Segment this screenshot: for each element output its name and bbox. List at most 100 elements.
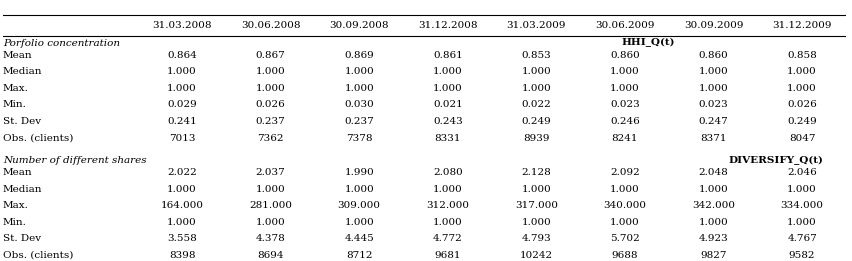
Text: 1.000: 1.000 <box>521 185 551 194</box>
Text: 30.06.2008: 30.06.2008 <box>241 21 301 30</box>
Text: 281.000: 281.000 <box>249 201 292 210</box>
Text: 2.046: 2.046 <box>787 168 817 177</box>
Text: 1.000: 1.000 <box>256 218 285 227</box>
Text: 1.000: 1.000 <box>344 84 374 93</box>
Text: 31.12.2009: 31.12.2009 <box>772 21 832 30</box>
Text: DIVERSIFY_Q(t): DIVERSIFY_Q(t) <box>728 156 824 165</box>
Text: 1.000: 1.000 <box>521 218 551 227</box>
Text: 1.000: 1.000 <box>521 84 551 93</box>
Text: 0.869: 0.869 <box>344 51 374 60</box>
Text: Porfolio concentration: Porfolio concentration <box>3 39 123 48</box>
Text: 5.702: 5.702 <box>610 234 640 243</box>
Text: Max.: Max. <box>3 84 29 93</box>
Text: 1.000: 1.000 <box>256 84 285 93</box>
Text: Median: Median <box>3 185 43 194</box>
Text: 8694: 8694 <box>257 251 284 260</box>
Text: 9827: 9827 <box>700 251 727 260</box>
Text: 8398: 8398 <box>169 251 195 260</box>
Text: 1.000: 1.000 <box>344 185 374 194</box>
Text: 8047: 8047 <box>789 134 815 143</box>
Text: 2.037: 2.037 <box>256 168 285 177</box>
Text: 312.000: 312.000 <box>426 201 469 210</box>
Text: 1.000: 1.000 <box>256 67 285 76</box>
Text: 8241: 8241 <box>612 134 638 143</box>
Text: 0.247: 0.247 <box>699 117 728 126</box>
Text: Max.: Max. <box>3 201 29 210</box>
Text: 1.000: 1.000 <box>521 67 551 76</box>
Text: 309.000: 309.000 <box>337 201 381 210</box>
Text: 0.026: 0.026 <box>787 100 817 110</box>
Text: 9582: 9582 <box>789 251 815 260</box>
Text: St. Dev: St. Dev <box>3 234 41 243</box>
Text: Mean: Mean <box>3 51 32 60</box>
Text: 0.029: 0.029 <box>167 100 197 110</box>
Text: 2.092: 2.092 <box>610 168 640 177</box>
Text: 0.243: 0.243 <box>433 117 463 126</box>
Text: 2.022: 2.022 <box>167 168 197 177</box>
Text: 1.000: 1.000 <box>699 185 728 194</box>
Text: 1.000: 1.000 <box>433 185 463 194</box>
Text: 0.022: 0.022 <box>521 100 551 110</box>
Text: 4.793: 4.793 <box>521 234 551 243</box>
Text: 1.000: 1.000 <box>433 218 463 227</box>
Text: 7362: 7362 <box>257 134 284 143</box>
Text: Number of different shares: Number of different shares <box>3 156 150 165</box>
Text: 2.048: 2.048 <box>699 168 728 177</box>
Text: 0.858: 0.858 <box>787 51 817 60</box>
Text: 9681: 9681 <box>435 251 461 260</box>
Text: 0.860: 0.860 <box>699 51 728 60</box>
Text: 1.000: 1.000 <box>787 218 817 227</box>
Text: Obs. (clients): Obs. (clients) <box>3 134 73 143</box>
Text: 0.249: 0.249 <box>787 117 817 126</box>
Text: 0.241: 0.241 <box>167 117 197 126</box>
Text: 10242: 10242 <box>520 251 553 260</box>
Text: 0.023: 0.023 <box>699 100 728 110</box>
Text: 0.026: 0.026 <box>256 100 285 110</box>
Text: 0.246: 0.246 <box>610 117 640 126</box>
Text: 0.861: 0.861 <box>433 51 463 60</box>
Text: 30.06.2009: 30.06.2009 <box>596 21 654 30</box>
Text: Mean: Mean <box>3 168 32 177</box>
Text: 3.558: 3.558 <box>167 234 197 243</box>
Text: 4.445: 4.445 <box>344 234 374 243</box>
Text: 31.03.2008: 31.03.2008 <box>153 21 212 30</box>
Text: 334.000: 334.000 <box>780 201 824 210</box>
Text: 0.853: 0.853 <box>521 51 551 60</box>
Text: HHI_Q(t): HHI_Q(t) <box>621 38 675 48</box>
Text: Min.: Min. <box>3 218 26 227</box>
Text: 1.000: 1.000 <box>167 84 197 93</box>
Text: 1.000: 1.000 <box>167 67 197 76</box>
Text: 31.03.2009: 31.03.2009 <box>507 21 566 30</box>
Text: 1.000: 1.000 <box>344 67 374 76</box>
Text: 4.767: 4.767 <box>787 234 817 243</box>
Text: 1.000: 1.000 <box>787 84 817 93</box>
Text: 1.000: 1.000 <box>699 84 728 93</box>
Text: 1.990: 1.990 <box>344 168 374 177</box>
Text: 9688: 9688 <box>612 251 638 260</box>
Text: 0.023: 0.023 <box>610 100 640 110</box>
Text: 0.864: 0.864 <box>167 51 197 60</box>
Text: 1.000: 1.000 <box>699 67 728 76</box>
Text: 7378: 7378 <box>346 134 372 143</box>
Text: 4.923: 4.923 <box>699 234 728 243</box>
Text: 1.000: 1.000 <box>787 67 817 76</box>
Text: 1.000: 1.000 <box>344 218 374 227</box>
Text: 30.09.2008: 30.09.2008 <box>330 21 389 30</box>
Text: 1.000: 1.000 <box>610 84 640 93</box>
Text: 1.000: 1.000 <box>610 67 640 76</box>
Text: Min.: Min. <box>3 100 26 110</box>
Text: 1.000: 1.000 <box>167 218 197 227</box>
Text: 1.000: 1.000 <box>610 218 640 227</box>
Text: 30.09.2009: 30.09.2009 <box>684 21 743 30</box>
Text: Median: Median <box>3 67 43 76</box>
Text: 1.000: 1.000 <box>699 218 728 227</box>
Text: 31.12.2008: 31.12.2008 <box>418 21 477 30</box>
Text: 1.000: 1.000 <box>167 185 197 194</box>
Text: 1.000: 1.000 <box>610 185 640 194</box>
Text: 0.237: 0.237 <box>344 117 374 126</box>
Text: 340.000: 340.000 <box>603 201 647 210</box>
Text: 317.000: 317.000 <box>515 201 558 210</box>
Text: 2.080: 2.080 <box>433 168 463 177</box>
Text: 0.030: 0.030 <box>344 100 374 110</box>
Text: 0.021: 0.021 <box>433 100 463 110</box>
